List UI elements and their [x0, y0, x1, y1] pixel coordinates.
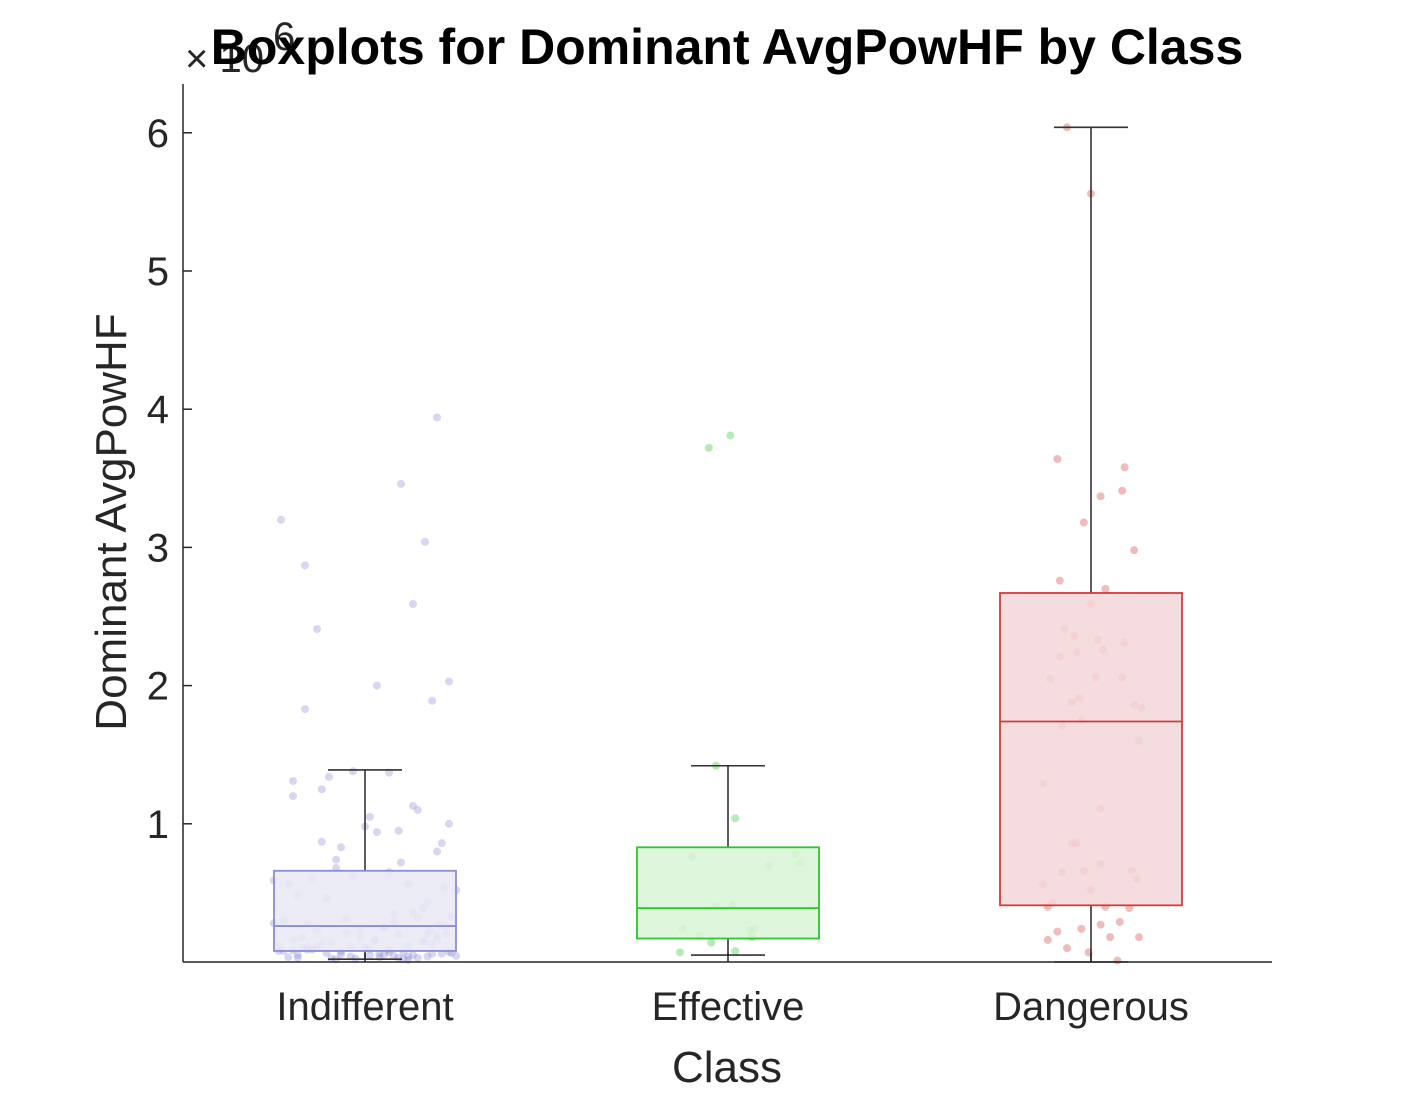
data-point [289, 792, 297, 801]
data-point [707, 938, 716, 947]
data-point [380, 950, 389, 959]
data-point [365, 812, 374, 821]
data-point [413, 805, 422, 814]
box-iqr [636, 846, 820, 940]
data-point [1063, 944, 1071, 953]
data-point [433, 847, 441, 856]
y-exponent-base: × 10 [185, 37, 264, 81]
data-point [337, 950, 345, 959]
data-point [676, 948, 684, 957]
data-point [1113, 956, 1122, 965]
x-tick-label: Indifferent [276, 985, 453, 1029]
data-point [373, 828, 381, 837]
y-tick-label: 5 [147, 250, 169, 294]
data-point [284, 953, 293, 962]
y-tick-label: 4 [147, 388, 169, 432]
data-point [731, 946, 740, 955]
data-point [1135, 933, 1143, 942]
data-point [301, 561, 309, 570]
data-point [325, 772, 333, 781]
y-exponent: 6 [273, 15, 295, 59]
x-ticks: Indifferent Effective Dangerous [276, 953, 1189, 1029]
y-axis-label: Dominant AvgPowHF [87, 313, 136, 730]
data-point [394, 826, 403, 835]
data-point [301, 705, 309, 714]
data-point [293, 953, 302, 962]
data-point [731, 814, 740, 823]
data-point [349, 767, 357, 776]
data-point [365, 951, 374, 960]
data-point [726, 431, 735, 440]
data-point [1106, 933, 1115, 942]
data-point [445, 819, 453, 828]
data-point [397, 858, 405, 867]
data-point [317, 837, 326, 846]
data-point [1055, 576, 1064, 585]
data-point [313, 624, 321, 633]
y-tick-label: 3 [147, 526, 169, 570]
x-tick-label: Dangerous [993, 985, 1189, 1029]
boxes-layer [273, 126, 1183, 963]
data-point [293, 951, 302, 960]
data-point [1077, 924, 1086, 933]
data-point [289, 776, 297, 785]
y-tick-label: 1 [147, 803, 169, 847]
box-iqr [999, 592, 1183, 907]
x-tick-label: Effective [652, 985, 805, 1029]
data-point [1053, 927, 1062, 936]
data-point [317, 785, 326, 794]
data-point [1118, 486, 1127, 495]
data-point [1130, 546, 1139, 555]
data-point [704, 443, 713, 452]
y-ticks: 1 2 3 4 5 6 [147, 112, 192, 847]
y-tick-label: 2 [147, 665, 169, 709]
data-point [445, 677, 453, 686]
data-point [409, 801, 417, 810]
data-point [337, 843, 345, 852]
box-iqr [273, 869, 457, 952]
chart-title: Boxplots for Dominant AvgPowHF by Class [211, 19, 1244, 75]
data-point [1079, 518, 1088, 527]
data-point [437, 839, 446, 848]
x-axis-label: Class [672, 1043, 782, 1092]
data-point [1115, 917, 1124, 926]
data-point [1096, 492, 1105, 501]
data-point [423, 952, 432, 961]
data-point [1043, 935, 1052, 944]
data-point [397, 479, 405, 488]
data-point [332, 855, 341, 864]
data-point [409, 600, 417, 609]
data-point [373, 681, 381, 690]
data-point [399, 955, 408, 964]
data-point [389, 951, 398, 960]
data-point [452, 951, 461, 960]
data-point [1101, 584, 1110, 593]
data-point [413, 953, 422, 962]
data-point [409, 951, 417, 960]
data-point [1053, 454, 1062, 463]
data-point [421, 537, 429, 546]
data-point [433, 413, 441, 422]
data-point [1120, 463, 1129, 472]
data-point [277, 515, 285, 524]
data-point [404, 952, 413, 961]
data-point [1096, 920, 1105, 929]
data-point [428, 696, 437, 705]
y-tick-label: 6 [147, 112, 169, 156]
